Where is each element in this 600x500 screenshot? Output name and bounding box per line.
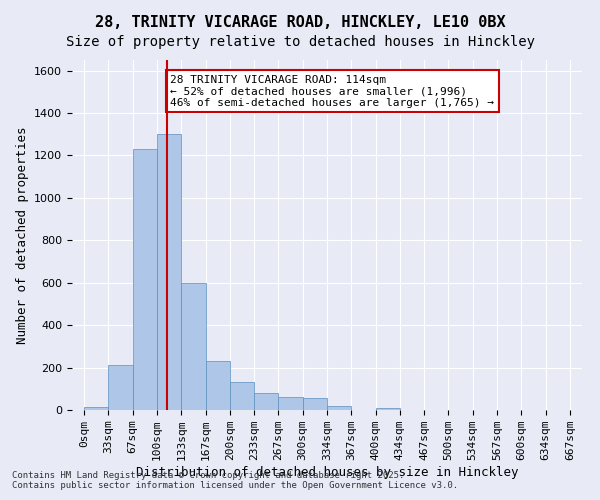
X-axis label: Distribution of detached houses by size in Hinckley: Distribution of detached houses by size … bbox=[136, 466, 518, 479]
Text: Contains HM Land Registry data © Crown copyright and database right 2025.
Contai: Contains HM Land Registry data © Crown c… bbox=[12, 470, 458, 490]
Bar bbox=[278, 398, 303, 410]
Bar bbox=[376, 408, 400, 410]
Bar bbox=[157, 134, 181, 410]
Bar bbox=[254, 393, 278, 410]
Bar bbox=[109, 366, 133, 410]
Bar bbox=[206, 361, 230, 410]
Text: Size of property relative to detached houses in Hinckley: Size of property relative to detached ho… bbox=[65, 35, 535, 49]
Bar bbox=[230, 382, 254, 410]
Text: 28 TRINITY VICARAGE ROAD: 114sqm
← 52% of detached houses are smaller (1,996)
46: 28 TRINITY VICARAGE ROAD: 114sqm ← 52% o… bbox=[170, 75, 494, 108]
Bar bbox=[303, 398, 327, 410]
Bar bbox=[133, 149, 157, 410]
Y-axis label: Number of detached properties: Number of detached properties bbox=[16, 126, 29, 344]
Bar bbox=[181, 282, 206, 410]
Bar bbox=[327, 406, 351, 410]
Bar bbox=[84, 407, 109, 410]
Text: 28, TRINITY VICARAGE ROAD, HINCKLEY, LE10 0BX: 28, TRINITY VICARAGE ROAD, HINCKLEY, LE1… bbox=[95, 15, 505, 30]
